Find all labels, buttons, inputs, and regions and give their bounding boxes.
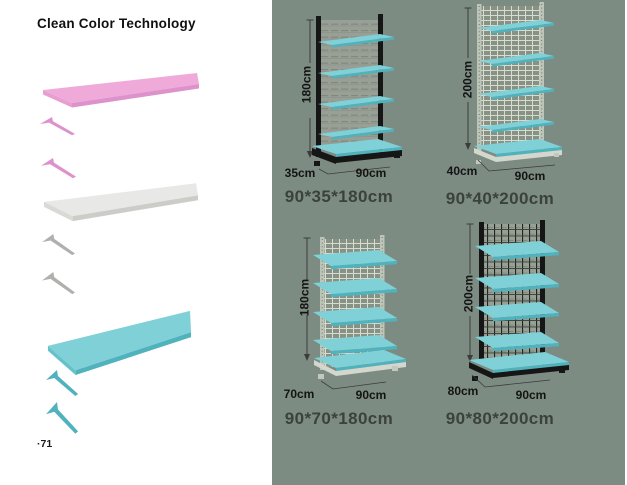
teal-bracket-1 xyxy=(46,370,79,396)
dimension-line-height xyxy=(303,237,311,361)
base xyxy=(312,139,402,166)
dimension-guide-bottom xyxy=(318,166,391,175)
left-upright xyxy=(477,4,482,151)
left-upright xyxy=(320,237,325,370)
unit-4-height-label: 200cm xyxy=(461,274,476,313)
product-unit-3-illustration xyxy=(303,235,406,390)
unit-2-width-label: 90cm xyxy=(514,169,546,183)
left-upright xyxy=(479,222,484,363)
product-unit-4-illustration xyxy=(466,220,569,388)
gray-bracket-2 xyxy=(42,272,76,295)
unit-2-caption: 90*40*200cm xyxy=(445,189,555,208)
dimension-line-height xyxy=(466,223,474,362)
unit-1-width-label: 90cm xyxy=(355,166,387,180)
unit-3-width-label: 90cm xyxy=(355,388,387,402)
right-upright xyxy=(540,220,545,363)
unit-3-height-label: 180cm xyxy=(297,278,312,317)
dimension-guide-bottom xyxy=(477,159,556,172)
white-shelf-panel xyxy=(43,183,199,222)
base xyxy=(474,139,562,164)
unit-2-depth-label: 40cm xyxy=(446,164,478,178)
unit-1-height-label: 180cm xyxy=(299,65,314,104)
dimension-line-height xyxy=(306,19,314,158)
product-unit-1-illustration xyxy=(306,14,402,175)
page-number: ·71 xyxy=(37,438,53,450)
left-panel: Clean Color Technology xyxy=(0,0,272,485)
unit-3-depth-label: 70cm xyxy=(283,387,315,401)
unit-1-caption: 90*35*180cm xyxy=(284,187,394,206)
unit-1-depth-label: 35cm xyxy=(284,166,316,180)
product-unit-2-illustration xyxy=(464,2,562,172)
base xyxy=(314,350,406,379)
unit-4-caption: 90*80*200cm xyxy=(445,409,555,428)
page-title: Clean Color Technology xyxy=(37,16,196,31)
unit-4-width-label: 90cm xyxy=(515,388,547,402)
dimension-line-height xyxy=(464,7,472,150)
products-panel: 180cm 35cm 90cm 90*35*180cm xyxy=(272,0,625,485)
pink-bracket-2 xyxy=(41,158,76,179)
right-upright xyxy=(378,14,383,156)
unit-3-caption: 90*70*180cm xyxy=(284,409,394,428)
dimension-guide-bottom xyxy=(320,380,387,390)
unit-4-depth-label: 80cm xyxy=(447,384,479,398)
pink-bracket-1 xyxy=(40,117,75,136)
gray-bracket-1 xyxy=(42,234,76,256)
pink-shelf-panel xyxy=(43,73,199,108)
teal-shelf-panel xyxy=(47,310,192,376)
dimension-guide-bottom xyxy=(471,374,551,388)
unit-2-height-label: 200cm xyxy=(460,60,475,99)
teal-bracket-2 xyxy=(46,402,79,434)
base xyxy=(469,352,569,381)
left-upright xyxy=(316,16,321,157)
